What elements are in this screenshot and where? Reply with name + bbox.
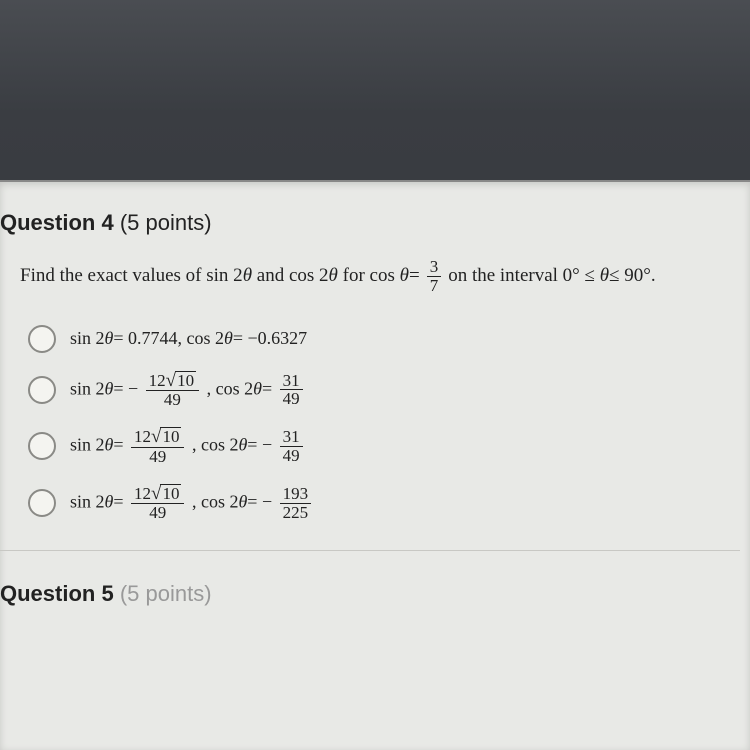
option-d[interactable]: sin 2θ= 12√10 49 , cos 2θ= − 193 225 (28, 484, 740, 523)
question-4-points: (5 points) (120, 210, 212, 235)
divider (0, 550, 740, 551)
options-group: sin 2θ= 0.7744, cos 2θ= −0.6327 sin 2θ= … (28, 325, 740, 523)
radio-icon[interactable] (28, 325, 56, 353)
prompt-fraction: 3 7 (427, 258, 442, 295)
option-c-text: sin 2θ= 12√10 49 , cos 2θ= − 31 49 (70, 427, 306, 466)
question-4-prompt: Find the exact values of sin 2θ and cos … (20, 258, 740, 295)
option-a-text: sin 2θ= 0.7744, cos 2θ= −0.6327 (70, 328, 307, 349)
prompt-text: Find the exact values of sin 2θ and cos … (20, 265, 420, 287)
question-5-points: (5 points) (120, 581, 212, 606)
option-d-text: sin 2θ= 12√10 49 , cos 2θ= − 193 225 (70, 484, 314, 523)
option-c[interactable]: sin 2θ= 12√10 49 , cos 2θ= − 31 49 (28, 427, 740, 466)
question-5-header: Question 5 (5 points) (0, 581, 740, 607)
question-4-header: Question 4 (5 points) (0, 210, 740, 236)
question-5-label: Question 5 (0, 581, 114, 606)
option-b[interactable]: sin 2θ= − 12√10 49 , cos 2θ= 31 49 (28, 371, 740, 410)
radio-icon[interactable] (28, 376, 56, 404)
radio-icon[interactable] (28, 489, 56, 517)
question-panel: Question 4 (5 points) Find the exact val… (0, 180, 750, 750)
option-b-text: sin 2θ= − 12√10 49 , cos 2θ= 31 49 (70, 371, 306, 410)
question-4-label: Question 4 (0, 210, 114, 235)
radio-icon[interactable] (28, 432, 56, 460)
option-a[interactable]: sin 2θ= 0.7744, cos 2θ= −0.6327 (28, 325, 740, 353)
prompt-tail: on the interval 0° ≤ θ≤ 90°. (448, 265, 655, 287)
